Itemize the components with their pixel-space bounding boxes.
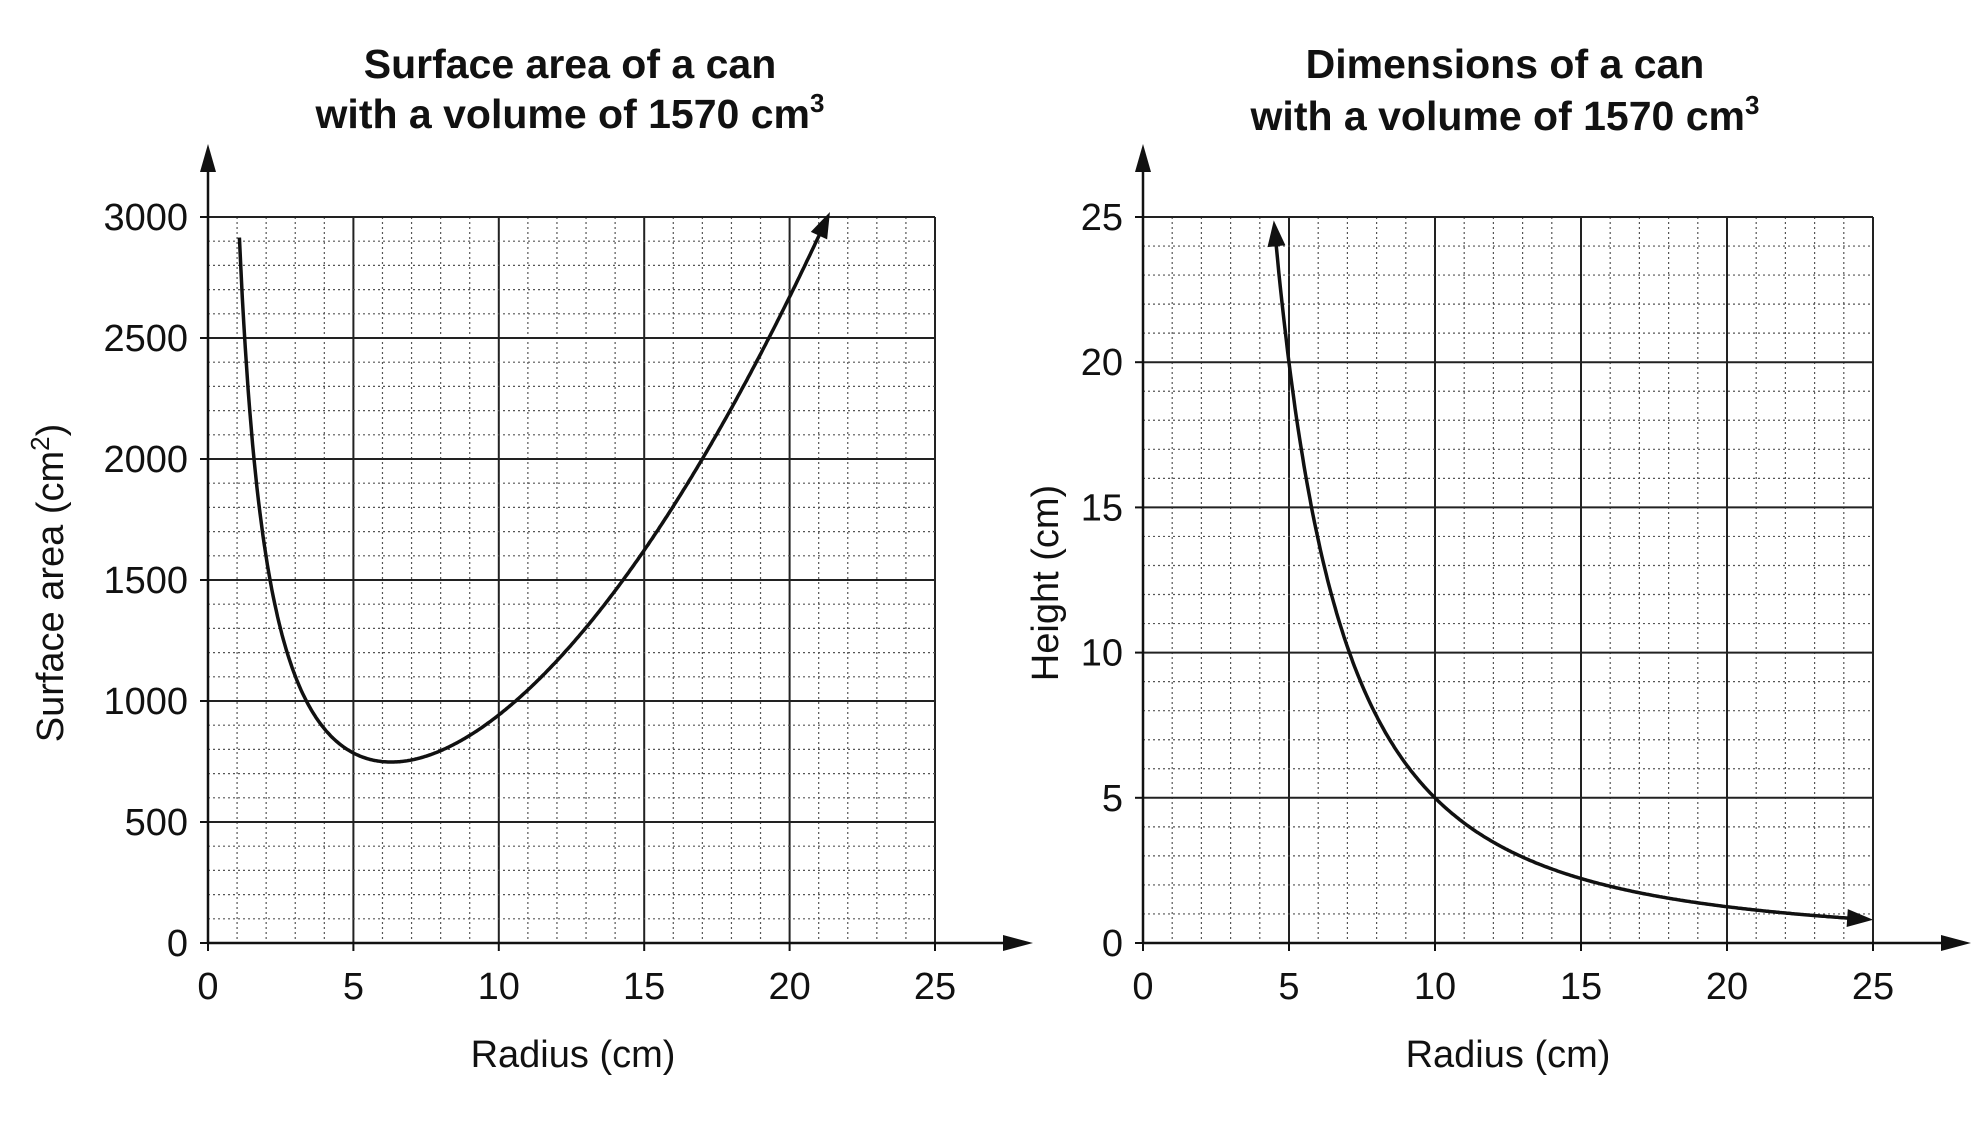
x-tick-label: 10 (478, 966, 520, 1008)
y-axis-label-close: ) (30, 424, 72, 437)
y-tick-label: 1500 (103, 560, 188, 602)
curve-end-arrow (1846, 909, 1874, 928)
chart-title-line1: Surface area of a can (364, 41, 776, 87)
y-tick-label: 1000 (103, 681, 188, 723)
tick-labels: 0 5 10 15 20 25 0 5 10 15 20 25 (1081, 197, 1894, 1008)
x-tick-label: 5 (343, 966, 364, 1008)
y-tick-label: 2500 (103, 318, 188, 360)
curve-start-arrow (1267, 220, 1286, 248)
curve-layer (1267, 220, 1874, 928)
y-tick-label: 25 (1081, 197, 1123, 239)
chart-title-line1: Dimensions of a can (1306, 41, 1705, 87)
x-tick-label: 20 (768, 966, 810, 1008)
x-tick-label: 20 (1706, 966, 1748, 1008)
grid (207, 216, 936, 944)
y-tick-label: 5 (1102, 778, 1123, 820)
x-axis-label: Radius (cm) (471, 1034, 676, 1076)
y-tick-label: 15 (1081, 487, 1123, 529)
y-axis-arrow (200, 144, 216, 172)
chart-title-line2-text: with a volume of 1570 cm (315, 91, 810, 137)
chart-title-sup: 3 (1745, 90, 1759, 120)
curve-end-arrow (810, 212, 830, 240)
axes (200, 144, 1033, 951)
x-tick-label: 5 (1278, 966, 1299, 1008)
tick-labels: 0 5 10 15 20 25 0 500 1000 1500 2000 2500 3000 (103, 197, 956, 1008)
y-tick-label: 0 (1102, 923, 1123, 965)
y-axis-label-text: Height (cm) (1025, 485, 1067, 681)
x-axis-label: Radius (cm) (1406, 1034, 1611, 1076)
y-tick-label: 500 (125, 802, 188, 844)
y-axis-label-text: Surface area (cm (30, 451, 72, 742)
axes (1135, 144, 1971, 951)
x-tick-label: 25 (1852, 966, 1894, 1008)
y-axis-label: Height (cm) (1025, 485, 1067, 681)
height-chart: Dimensions of a can with a volume of 157… (1025, 41, 1971, 1076)
chart-title-line2: with a volume of 1570 cm3 (315, 88, 825, 137)
x-tick-label: 0 (1132, 966, 1153, 1008)
surface-area-chart: Surface area of a can with a volume of 1… (25, 41, 1033, 1076)
x-axis-arrow (1003, 935, 1033, 951)
x-tick-label: 15 (1560, 966, 1602, 1008)
series-line-height (1272, 226, 1868, 922)
y-tick-label: 10 (1081, 633, 1123, 675)
grid (1142, 216, 1874, 944)
y-tick-label: 20 (1081, 342, 1123, 384)
curve-layer (237, 212, 830, 764)
chart-title-line2-text: with a volume of 1570 cm (1250, 93, 1745, 139)
y-axis-label: Surface area (cm2) (25, 424, 72, 743)
x-axis-arrow (1941, 935, 1971, 951)
y-tick-label: 2000 (103, 439, 188, 481)
chart-title-sup: 3 (810, 88, 824, 118)
chart-title-line2: with a volume of 1570 cm3 (1250, 90, 1760, 139)
x-tick-label: 0 (197, 966, 218, 1008)
series-line-surface-area (237, 216, 829, 764)
y-axis-label-sup: 2 (25, 436, 55, 450)
y-tick-label: 3000 (103, 197, 188, 239)
y-axis-arrow (1135, 144, 1151, 172)
y-tick-label: 0 (167, 923, 188, 965)
x-tick-label: 15 (623, 966, 665, 1008)
x-tick-label: 25 (914, 966, 956, 1008)
x-tick-label: 10 (1414, 966, 1456, 1008)
